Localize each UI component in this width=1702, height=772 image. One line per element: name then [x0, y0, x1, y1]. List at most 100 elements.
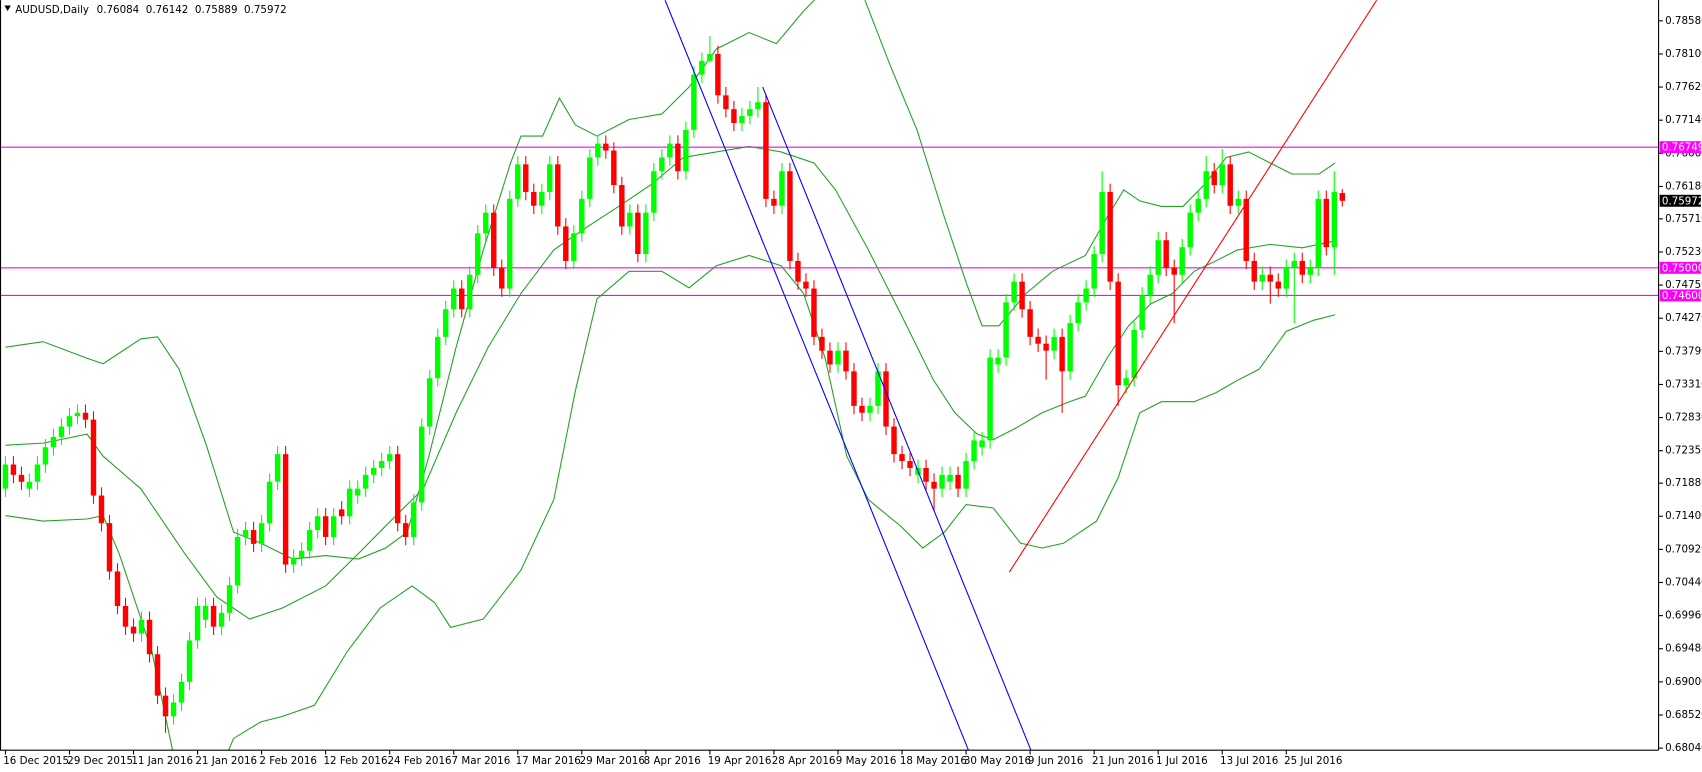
- candle-body: [1171, 267, 1177, 275]
- candle-body: [523, 164, 529, 192]
- price-level-tag: [1659, 261, 1701, 274]
- candle-body: [194, 605, 201, 641]
- x-tick-label: 29 Dec 2015: [67, 755, 133, 767]
- candle-body: [531, 191, 537, 206]
- candle-body: [1147, 274, 1153, 296]
- candle-body: [1075, 302, 1081, 324]
- ohlc-close: 0.75972: [244, 4, 287, 16]
- candle-body: [747, 109, 753, 117]
- candle-body: [66, 416, 73, 427]
- candle-body: [1315, 198, 1322, 268]
- candle-body: [779, 171, 785, 206]
- candle-body: [1323, 198, 1330, 248]
- x-tick-label: 11 Jan 2016: [131, 755, 193, 767]
- candle-body: [154, 654, 161, 696]
- candle-body: [226, 585, 233, 613]
- candle-body: [106, 523, 113, 572]
- candle-body: [1091, 254, 1097, 289]
- candle-body: [1243, 198, 1249, 261]
- x-tick-label: 24 Feb 2016: [388, 755, 452, 767]
- candle-body: [515, 164, 521, 199]
- trendline: [762, 86, 1032, 751]
- candle-body: [491, 212, 497, 268]
- trendline: [664, 0, 969, 751]
- candle-body: [298, 550, 305, 558]
- candle-body: [563, 226, 569, 261]
- x-tick-label: 21 Jan 2016: [195, 755, 257, 767]
- candle-body: [691, 74, 697, 130]
- candle-body: [555, 164, 561, 227]
- candle-body: [1027, 309, 1033, 337]
- candle-body: [1043, 343, 1049, 351]
- candle-body: [899, 454, 905, 462]
- candle-body: [1115, 281, 1121, 386]
- candle-body: [434, 336, 441, 379]
- candle-body: [987, 357, 993, 441]
- candle-body: [1131, 329, 1137, 379]
- candle-body: [322, 516, 329, 537]
- candle-body: [795, 260, 801, 282]
- candle-body: [50, 436, 57, 448]
- candle-body: [1211, 171, 1217, 186]
- candle-body: [90, 419, 97, 496]
- candle-body: [338, 509, 345, 517]
- candle-body: [635, 212, 641, 255]
- candle-body: [771, 198, 777, 206]
- candle-body: [547, 164, 553, 192]
- candle-body: [386, 454, 393, 462]
- candle-body: [1099, 191, 1105, 255]
- candle-body: [803, 281, 809, 289]
- candle-body: [282, 454, 289, 565]
- collapse-icon[interactable]: [4, 5, 11, 11]
- candle-body: [1307, 267, 1313, 275]
- candle-body: [979, 440, 985, 448]
- candle-body: [146, 619, 153, 655]
- ohlc-high: 0.76142: [146, 4, 189, 16]
- candle-body: [266, 481, 273, 524]
- candle-body: [410, 502, 417, 537]
- price-level-label: 0.76749: [1662, 142, 1702, 154]
- candle-body: [58, 426, 65, 437]
- candle-body: [1235, 198, 1241, 206]
- candle-body: [74, 412, 81, 417]
- candle-body: [475, 233, 481, 275]
- candle-body: [787, 171, 793, 261]
- candle-body: [1019, 281, 1025, 310]
- candle-body: [931, 481, 937, 489]
- candle-body: [1299, 260, 1305, 275]
- x-tick-label: 18 May 2016: [900, 755, 967, 767]
- candle-body: [835, 350, 841, 365]
- candle-body: [851, 371, 857, 406]
- candle-body: [843, 350, 849, 372]
- candle-body: [539, 191, 545, 206]
- candle-body: [1011, 281, 1017, 303]
- candle-body: [659, 157, 665, 172]
- candle-body: [402, 523, 409, 537]
- candle-body: [1155, 240, 1161, 275]
- candle-body: [1291, 260, 1297, 268]
- x-tick-label: 2 Feb 2016: [259, 755, 317, 767]
- candle-body: [242, 530, 249, 537]
- candle-body: [507, 198, 513, 289]
- candle-body: [290, 557, 297, 565]
- candle-body: [619, 185, 625, 227]
- candle-body: [1219, 164, 1225, 186]
- candle-body: [162, 695, 169, 717]
- candle-body: [595, 143, 601, 158]
- candle-body: [1163, 240, 1169, 268]
- candle-body: [426, 378, 433, 427]
- candle-body: [362, 474, 369, 489]
- candle-body: [467, 274, 473, 310]
- candle-body: [1275, 281, 1281, 289]
- candle-body: [250, 530, 257, 544]
- candle-body: [170, 702, 177, 717]
